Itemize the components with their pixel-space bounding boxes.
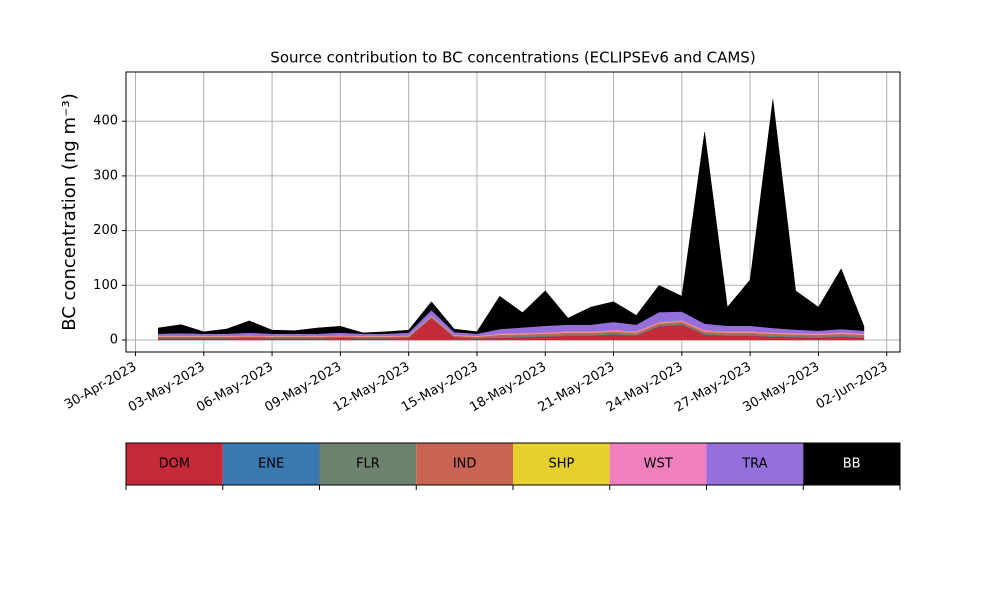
plot-frame <box>125 71 901 353</box>
legend-label: WST <box>644 457 673 472</box>
x-tick-label: 21-May-2023 <box>536 360 618 416</box>
y-tick-label: 300 <box>93 168 118 183</box>
legend-swatch <box>319 443 417 485</box>
legend-swatch <box>416 443 513 485</box>
x-tick-label: 06-May-2023 <box>194 360 276 416</box>
y-tick-label: 0 <box>110 332 118 347</box>
legend-label: ENE <box>258 457 284 472</box>
legend-label: IND <box>453 457 477 472</box>
legend-swatch <box>706 443 804 485</box>
y-tick-label: 200 <box>93 223 118 238</box>
x-tick-label: 02-Jun-2023 <box>814 360 891 413</box>
x-tick-label: 18-May-2023 <box>467 360 549 416</box>
x-tick-label: 12-May-2023 <box>331 360 413 416</box>
legend-label: FLR <box>356 457 380 472</box>
legend-label: SHP <box>548 457 574 472</box>
x-tick-label: 15-May-2023 <box>399 360 481 416</box>
y-tick-label: 100 <box>93 278 118 293</box>
chart-title: Source contribution to BC concentrations… <box>270 49 755 67</box>
x-tick-label: 24-May-2023 <box>604 360 686 416</box>
area <box>158 99 865 334</box>
x-tick-label: 30-May-2023 <box>740 360 822 416</box>
x-tick-label: 09-May-2023 <box>262 360 344 416</box>
legend-swatch <box>513 443 610 485</box>
legend-swatch <box>126 443 223 485</box>
legend-swatch <box>803 443 900 485</box>
legend-label: TRA <box>741 457 767 472</box>
x-tick-label: 27-May-2023 <box>672 360 754 416</box>
y-axis-label: BC concentration (ng m⁻³) <box>59 93 80 331</box>
legend-swatch <box>222 443 320 485</box>
legend-swatch <box>609 443 707 485</box>
legend-label: DOM <box>159 457 190 472</box>
y-tick-label: 400 <box>93 114 118 129</box>
x-tick-label: 03-May-2023 <box>126 360 208 416</box>
legend-label: BB <box>843 457 861 472</box>
